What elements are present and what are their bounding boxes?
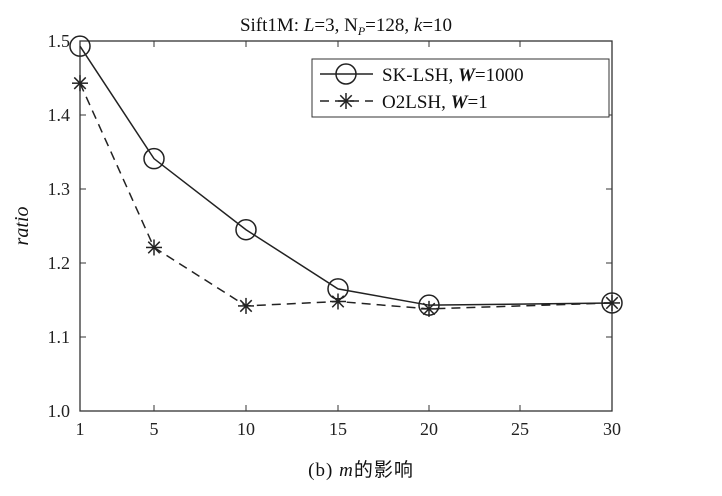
figure-caption: (b) m的影响 <box>0 455 722 482</box>
data-point-asterisk <box>421 300 437 317</box>
chart-title-text: Sift1M: L=3, NP=128, k=10 <box>240 15 452 38</box>
x-tick-label: 5 <box>150 419 159 439</box>
x-tick-label: 15 <box>329 419 347 439</box>
plot-axes <box>79 40 613 412</box>
y-tick-label: 1.1 <box>48 327 71 347</box>
title-part: =3, N <box>314 15 358 36</box>
title-part: L <box>303 15 315 36</box>
y-tick-label: 1.5 <box>48 31 71 51</box>
data-point-circle <box>335 63 357 85</box>
data-point-circle <box>143 147 165 170</box>
y-axis-label-group: ratio <box>11 207 33 246</box>
legend-label-part: W <box>451 92 469 113</box>
series-1 <box>69 35 623 316</box>
asterisk-stroke <box>605 296 619 310</box>
data-point-asterisk <box>330 293 346 310</box>
series-2 <box>72 75 620 317</box>
x-tick-label: 30 <box>603 419 621 439</box>
asterisk-stroke <box>73 76 87 90</box>
data-point-asterisk <box>604 294 620 311</box>
asterisk-stroke <box>331 295 345 308</box>
data-point-asterisk <box>72 75 88 92</box>
series-line <box>79 45 613 306</box>
data-point-circle <box>69 35 91 57</box>
y-tick-label: 1.3 <box>48 179 71 199</box>
y-tick-label: 1.2 <box>48 253 71 273</box>
y-tick-label: 1.4 <box>48 105 71 125</box>
caption-suffix: 的影响 <box>353 460 414 481</box>
title-part: Sift1M: <box>240 15 304 36</box>
legend-label-part: =1000 <box>475 65 524 86</box>
plot-frame <box>79 40 613 412</box>
legend-label-part: W <box>458 65 476 86</box>
title-part: =128, <box>365 15 414 36</box>
caption-variable: m <box>339 460 354 481</box>
title-subscript: P <box>357 24 366 38</box>
legend-label-part: O2LSH, <box>382 92 451 113</box>
y-axis-label: ratio <box>11 207 33 246</box>
legend-label-part: SK-LSH, <box>382 65 458 86</box>
caption-prefix: (b) <box>308 460 340 481</box>
x-tick-label: 25 <box>511 419 529 439</box>
asterisk-stroke <box>147 241 161 254</box>
data-point-asterisk <box>146 239 162 256</box>
title-part: k <box>414 15 423 36</box>
legend-label: O2LSH, W=1 <box>382 92 488 113</box>
legend-box <box>311 58 610 118</box>
y-tick-label: 1.0 <box>48 401 71 421</box>
data-point-circle <box>235 218 257 241</box>
title-part: =10 <box>422 15 452 36</box>
series-group <box>69 35 623 317</box>
axis-ticks: 1 5 10 15 20 25 301.01.11.21.31.41.5 <box>48 31 622 439</box>
chart-title: Sift1M: L=3, NP=128, k=10 <box>240 15 452 38</box>
x-tick-label: 10 <box>237 419 255 439</box>
x-tick-label: 20 <box>420 419 438 439</box>
legend-label: SK-LSH, W=1000 <box>382 65 524 86</box>
series-line <box>79 82 613 310</box>
legend-label-part: =1 <box>468 92 488 113</box>
asterisk-stroke <box>239 299 253 313</box>
x-tick-label: 1 <box>76 419 85 439</box>
data-point-asterisk <box>238 297 254 314</box>
asterisk-stroke <box>339 94 353 108</box>
data-point-asterisk <box>338 93 354 109</box>
asterisk-stroke <box>422 302 436 316</box>
